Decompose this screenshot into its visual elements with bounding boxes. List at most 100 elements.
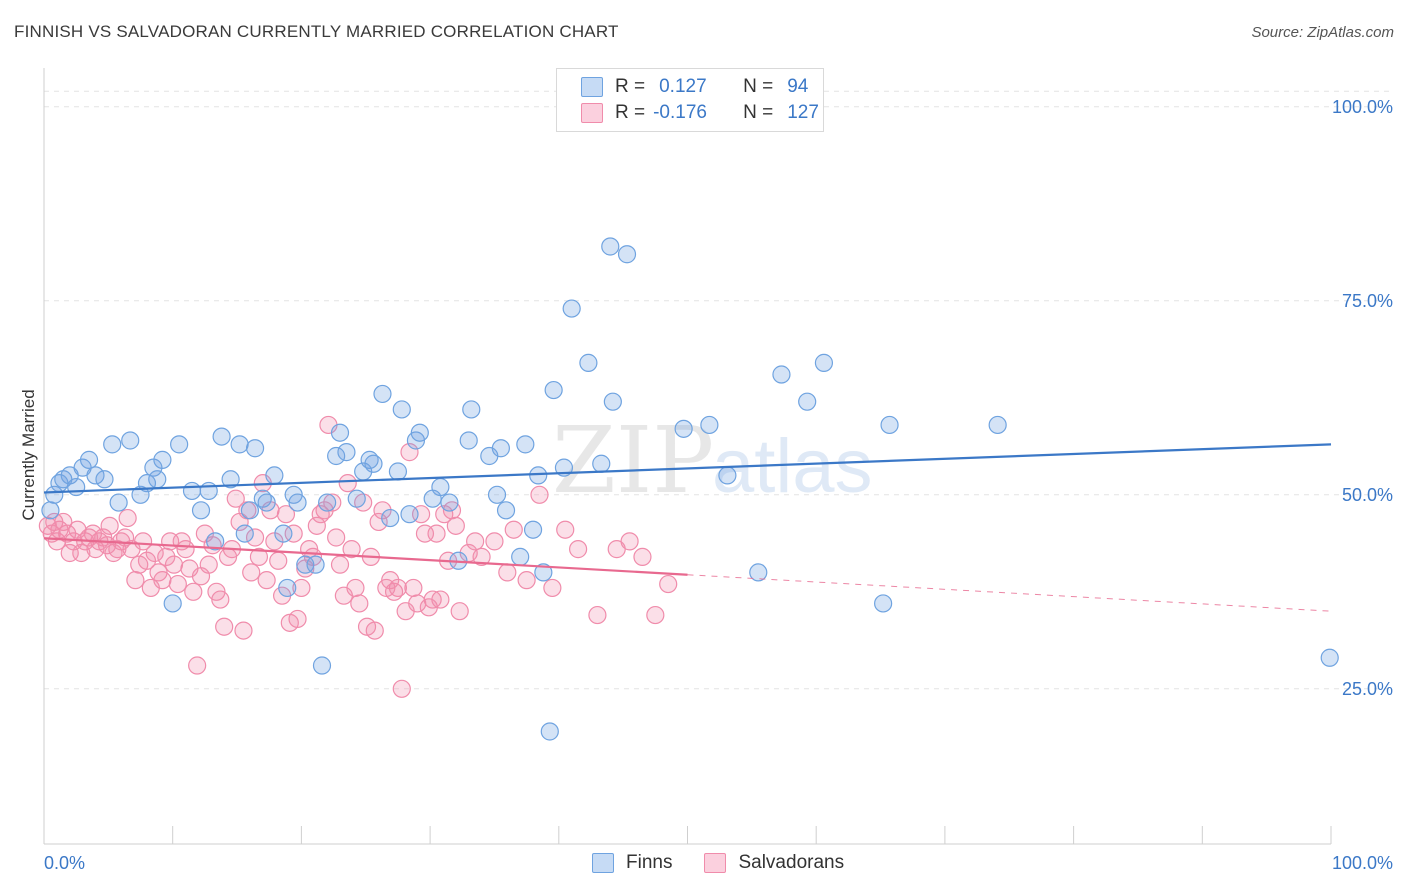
legend-item-salvadorans: Salvadorans [704,852,844,874]
finns-point [79,450,99,469]
salvadorans-point [498,563,517,582]
finns-point [496,501,516,520]
trend-lines [43,443,1332,612]
salvadorans-r-value: -0.176 [653,102,707,123]
salvadorans-point [517,571,536,590]
finns-point [95,470,114,489]
legend-row-finns: R = 0.127 N = 94 [581,74,808,100]
finns-point [86,466,105,485]
finns-point [41,501,60,520]
finns-point [772,365,791,384]
salvadorans-point [211,590,230,609]
y-tick-label: 75.0% [1342,291,1393,311]
finns-point [431,477,450,497]
finns-point [718,466,737,485]
salvadorans-point [269,551,288,570]
finns-legend-swatch [592,853,614,873]
finns-point [347,489,366,508]
salvadorans-point [485,532,504,551]
finns-point [462,400,481,419]
finns-point [487,485,507,504]
finns-points [41,237,1339,741]
finns-point [330,423,350,442]
salvadorans-point [556,520,575,539]
salvadorans-point [543,578,562,598]
grid-lines [44,90,1392,690]
y-axis-label: Currently Married [19,389,38,520]
salvadorans-point [226,489,245,508]
salvadorans-point [404,578,423,598]
finns-point [603,392,622,411]
salvadorans-point [620,532,639,551]
finns-point [674,419,693,438]
finns-point [381,508,400,528]
finns-point [562,299,581,318]
salvadorans-point [369,512,388,532]
finns-point [245,439,265,458]
salvadorans-legend-label: Salvadorans [738,852,845,873]
salvadorans-point [242,563,261,582]
finns-point [121,431,140,450]
salvadorans-point [431,590,450,609]
finns-point [617,245,637,264]
salvadorans-point [199,555,218,574]
salvadorans-point [100,516,119,535]
salvadorans-point [588,605,607,625]
salvadorans-point [342,540,361,559]
finns-point [516,435,535,454]
salvadorans-point [215,617,234,636]
salvadorans-trend-line [43,537,688,576]
salvadorans-point [284,524,303,543]
finns-point [400,505,419,524]
finns-point [257,493,276,512]
salvadorans-point [176,540,195,559]
finns-point [364,454,383,473]
salvadorans-point [446,516,465,535]
watermark: ZIP atlas [552,407,873,514]
finns-point [221,470,240,489]
salvadorans-point [323,493,342,512]
salvadorans-point [569,540,588,559]
salvadorans-point [472,547,491,566]
salvadorans-swatch [581,103,603,123]
finns-point [235,524,254,543]
salvadorans-point [530,485,549,504]
finns-point [318,493,337,512]
finns-point [459,431,478,450]
r-label: R = [615,76,646,97]
salvadorans-point [466,532,485,551]
finns-point [601,237,620,256]
salvadorans-point [346,578,365,598]
salvadorans-point [327,528,346,547]
finns-point [45,485,64,504]
salvadorans-n-value: 127 [787,102,819,123]
salvadorans-point [164,555,184,574]
series-legend: Finns Salvadorans [592,852,876,874]
stats-legend: R = 0.127 N = 94 R = -0.176 N = 127 [556,68,824,132]
salvadorans-point [153,571,172,590]
salvadorans-point [118,508,137,528]
finns-point [392,400,411,419]
salvadorans-point [646,605,665,625]
finns-point [306,555,325,574]
finns-point [523,520,543,539]
salvadorans-point [450,602,469,621]
finns-point [312,656,332,675]
y-tick-label: 100.0% [1332,97,1393,117]
salvadorans-point [188,656,207,675]
salvadorans-point [392,679,411,698]
finns-trend-line [43,443,1332,494]
finns-point [410,423,429,442]
salvadorans-point [350,594,369,613]
salvadorans-point [276,505,296,524]
finns-point [1320,648,1339,667]
finns-point [544,380,563,400]
salvadorans-point [54,512,73,532]
finns-point [440,493,459,512]
finns-point [153,450,172,469]
n-label: N = [743,76,774,97]
finns-point [491,439,510,458]
finns-point [67,477,86,497]
n-label: N = [743,102,774,123]
watermark-zip: ZIP [552,407,714,514]
